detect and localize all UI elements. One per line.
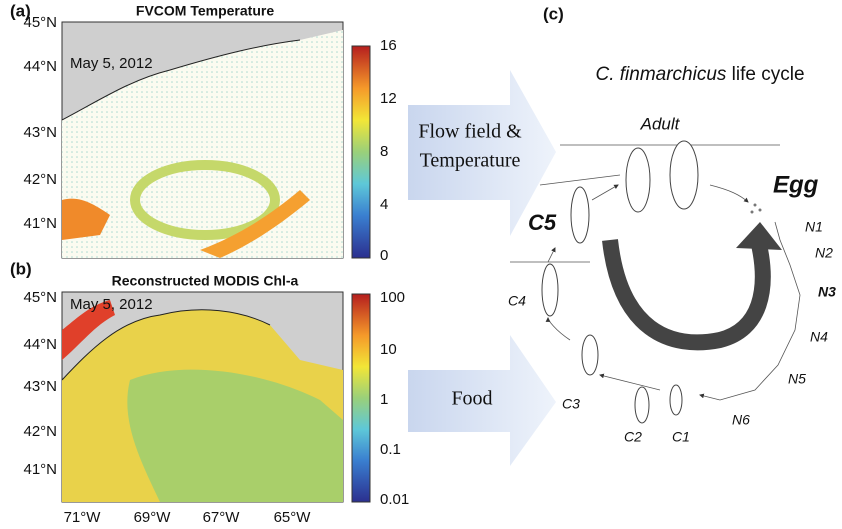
lat-label: 44°N [23,58,57,75]
map-date: May 5, 2012 [70,296,153,313]
colorbar-label: 8 [380,143,388,160]
panel-title: FVCOM Temperature [136,3,274,19]
lat-label: 44°N [23,336,57,353]
arrow-label: Temperature [420,150,521,172]
stage-label: C4 [508,293,526,309]
stage-label: N4 [810,329,828,345]
figure: (a) FVCOM Temperature May 5, 2012 45°N 4… [0,0,842,529]
stage-label: C2 [624,429,642,445]
lat-labels: 45°N 44°N 43°N 42°N 41°N [23,289,57,478]
lat-label: 41°N [23,461,57,478]
panel-label: (c) [543,4,564,23]
lat-label: 43°N [23,124,57,141]
colorbar-labels: 100 10 1 0.1 0.01 [380,289,409,508]
lon-label: 71°W [64,509,102,526]
arrow-label: Flow field & [418,121,522,143]
map: May 5, 2012 [62,22,343,258]
panel-label: (b) [10,259,32,278]
stage-label: N5 [788,371,806,387]
stage-label: Egg [773,171,819,198]
stage-label: C3 [562,396,580,412]
colorbar-label: 0.1 [380,441,401,458]
colorbar-label: 16 [380,37,397,54]
lat-label: 42°N [23,423,57,440]
stage-label: N1 [805,219,823,235]
colorbar-label: 100 [380,289,405,306]
stage-label: Adult [640,114,681,133]
colorbar [352,294,370,502]
stage-label: C1 [672,429,690,445]
colorbar [352,46,370,258]
stage-label: N2 [815,245,833,261]
stage-label: N3 [818,284,836,300]
colorbar-label: 4 [380,196,388,213]
life-cycle-drawing [510,141,800,423]
colorbar-label: 0 [380,247,388,264]
colorbar-label: 10 [380,341,397,358]
stage-label: N6 [732,412,750,428]
lat-label: 42°N [23,171,57,188]
lon-label: 67°W [203,509,241,526]
arrow-label: Food [451,388,492,410]
map-date: May 5, 2012 [70,55,153,72]
colorbar-label: 12 [380,90,397,107]
map: May 5, 2012 [62,292,343,502]
lon-label: 65°W [274,509,312,526]
colorbar-labels: 16 12 8 4 0 [380,37,397,264]
lat-labels: 45°N 44°N 43°N 42°N 41°N [23,14,57,232]
colorbar-label: 1 [380,391,388,408]
stage-label: C5 [528,210,557,235]
lon-labels: 71°W 69°W 67°W 65°W [64,509,312,526]
colorbar-label: 0.01 [380,491,409,508]
lat-label: 45°N [23,289,57,306]
lat-label: 45°N [23,14,57,31]
lon-label: 69°W [134,509,172,526]
panel-title: Reconstructed MODIS Chl-a [112,273,299,289]
lat-label: 41°N [23,215,57,232]
panel-title: C. finmarchicus life cycle [595,64,804,85]
lat-label: 43°N [23,378,57,395]
